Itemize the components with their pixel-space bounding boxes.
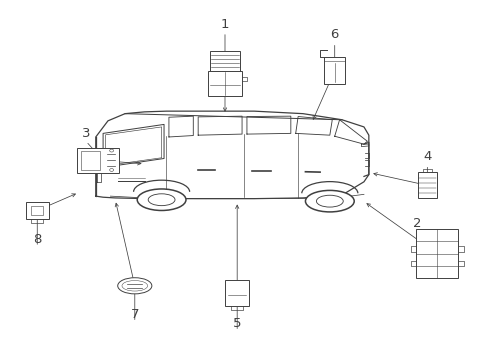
Bar bbox=[324, 57, 344, 84]
Bar bbox=[209, 51, 240, 71]
Text: 8: 8 bbox=[33, 233, 41, 246]
Ellipse shape bbox=[109, 149, 113, 152]
Bar bbox=[208, 71, 241, 96]
Bar bbox=[81, 150, 100, 170]
Ellipse shape bbox=[109, 168, 113, 171]
Bar bbox=[25, 202, 49, 219]
Bar bbox=[225, 280, 248, 306]
Text: 2: 2 bbox=[412, 216, 421, 230]
Text: 7: 7 bbox=[130, 308, 139, 321]
Text: 4: 4 bbox=[422, 150, 430, 163]
Ellipse shape bbox=[305, 190, 353, 212]
Text: 3: 3 bbox=[81, 127, 90, 140]
Text: 1: 1 bbox=[220, 18, 229, 31]
Ellipse shape bbox=[118, 278, 152, 294]
Bar bbox=[31, 206, 43, 215]
Text: 5: 5 bbox=[232, 317, 241, 330]
Bar bbox=[417, 172, 436, 198]
Text: 6: 6 bbox=[330, 28, 338, 41]
Bar bbox=[415, 229, 457, 278]
Ellipse shape bbox=[316, 195, 343, 207]
Ellipse shape bbox=[148, 194, 175, 206]
Ellipse shape bbox=[137, 189, 185, 211]
Ellipse shape bbox=[122, 280, 147, 291]
Bar bbox=[77, 148, 119, 173]
